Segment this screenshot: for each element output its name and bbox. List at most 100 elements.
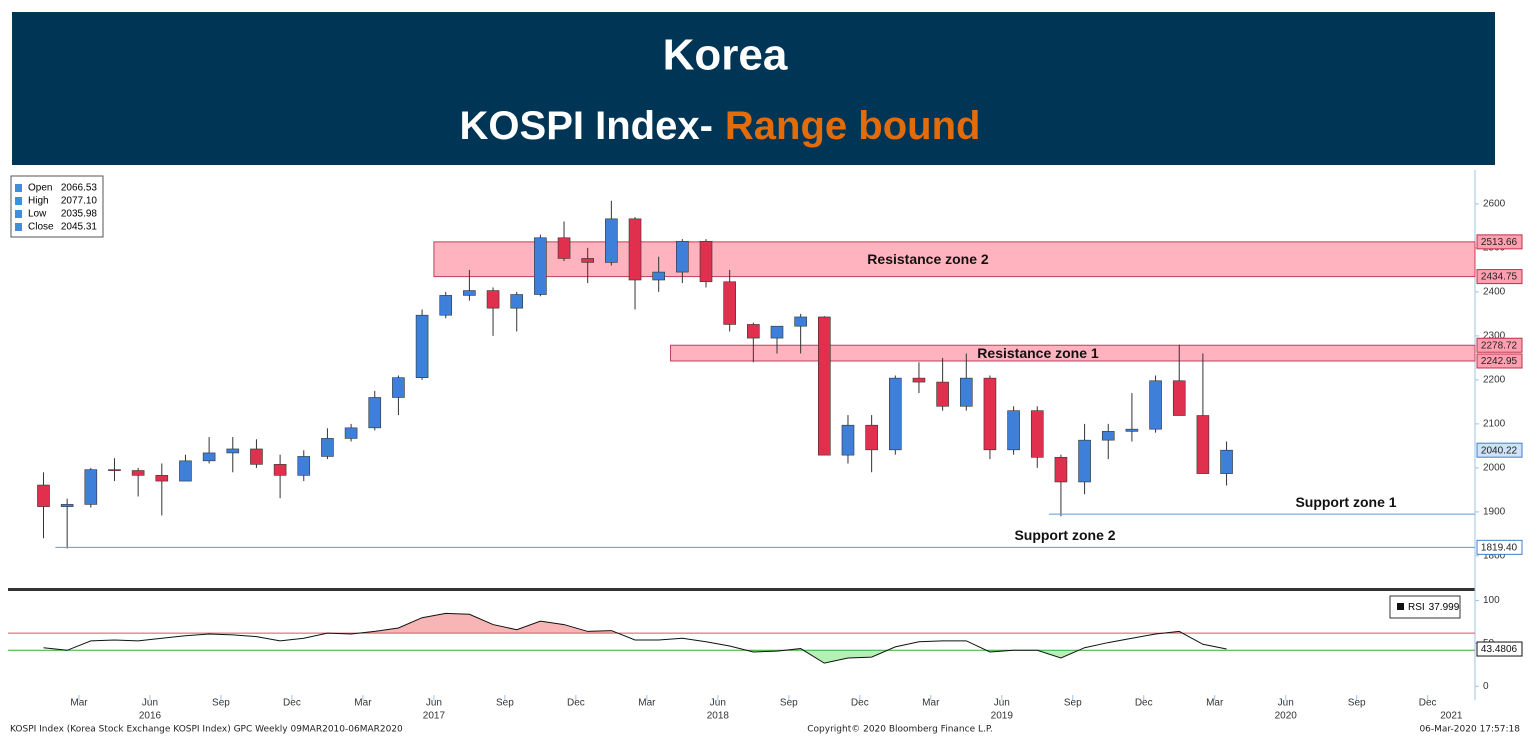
y-tick-label: 2300 [1483,331,1506,342]
y-tick-label: 2200 [1483,375,1506,386]
candle-body [344,427,358,439]
x-tick-label: Jun [994,698,1010,709]
year-label: 2018 [707,711,730,722]
x-tick-label: Jun [710,698,726,709]
candle-body [202,452,216,462]
rsi-legend-box [1389,595,1461,619]
candle-body [794,316,807,327]
candle-body [770,325,784,339]
candle-body [60,504,74,507]
band-label: Resistance zone 1 [977,345,1099,361]
legend-label: Low [28,209,47,220]
x-tick-label: Mar [1206,698,1224,709]
candle-body [983,377,997,451]
x-tick-label: Dec [1419,698,1437,709]
x-tick-label: Sep [496,698,514,709]
candle-body [439,295,453,316]
price-tag [1476,442,1523,458]
candle-body [131,470,145,476]
price-tag-label: 43.4806 [1481,644,1518,655]
panel-divider [8,588,1475,591]
year-label: 2020 [1275,711,1298,722]
band-label: Resistance zone 2 [867,251,989,267]
rsi-overbought-fill [358,613,1183,634]
candle-body [581,258,595,263]
candle-body [676,240,689,273]
y-tick-label: 0 [1483,681,1489,692]
resistance-band [670,344,1476,362]
candle-body [1125,428,1139,432]
candle-body [959,377,973,407]
candle-body [1172,380,1186,416]
legend-swatch [15,223,22,231]
legend-label: Close [28,222,54,233]
support-label: Support zone 1 [1295,494,1396,510]
legend-value: 2045.31 [61,222,98,233]
legend-swatch [15,184,22,192]
year-label: 2019 [991,711,1014,722]
legend-swatch [15,210,22,218]
rsi-legend-label: RSI [1408,602,1425,613]
candle-body [155,475,169,482]
candle-body [699,240,713,283]
year-label: 2016 [139,711,162,722]
x-tick-label: Dec [283,698,301,709]
x-tick-label: Jun [1278,698,1294,709]
y-tick-label: 2600 [1483,199,1506,210]
candle-body [605,218,618,263]
price-tag [1476,234,1523,250]
price-tag [1476,353,1523,369]
rsi-line [43,612,1227,664]
price-tag [1476,539,1523,555]
x-tick-label: Mar [70,698,88,709]
price-tag-label: 2513.66 [1481,237,1518,248]
x-tick-label: Sep [1348,698,1366,709]
x-tick-label: Jun [426,698,442,709]
legend-label: Open [28,183,52,194]
candle-body [534,237,547,295]
year-label: 2017 [423,711,446,722]
candle-body [368,397,382,429]
price-tag-label: 1819.40 [1481,542,1518,553]
legend-value: 2077.10 [61,196,98,207]
subtitle-main: KOSPI Index- [460,104,713,148]
price-tag-label: 2434.75 [1481,272,1518,283]
candle-body [108,469,121,471]
price-tag-label: 2278.72 [1481,340,1518,351]
candle-body [936,381,949,407]
legend-box [10,175,104,238]
candle-body [415,314,429,378]
candle-body [747,324,760,339]
y-tick-label: 1900 [1483,507,1506,518]
y-tick-label: 2000 [1483,463,1506,474]
candle-body [297,456,311,476]
header-banner [12,12,1495,165]
rsi-legend: RSI 37.999 [1408,602,1460,613]
x-tick-label: Mar [922,698,940,709]
candle-body [1196,415,1210,474]
x-tick-label: Dec [1135,698,1153,709]
candle-body [1101,431,1115,441]
candle-body [273,464,287,476]
candle-body [841,424,855,456]
candle-body [37,484,50,507]
x-tick-label: Sep [1064,698,1082,709]
x-tick-label: Sep [212,698,230,709]
x-tick-label: Sep [780,698,798,709]
legend-value: 2035.98 [61,209,98,220]
candle-body [1007,410,1020,451]
price-tag-label: 2040.22 [1481,445,1518,456]
candle-body [250,448,263,465]
y-tick-label: 1800 [1483,551,1506,562]
candle-body [723,281,736,325]
x-tick-label: Dec [567,698,585,709]
candle-body [1078,439,1091,483]
rsi-oversold-fill [43,650,1227,664]
x-tick-label: Dec [851,698,869,709]
price-tag [1476,269,1523,285]
candle-body [463,290,476,296]
legend-value: 2066.53 [61,183,98,194]
candle-body [888,377,902,451]
candle-body [818,316,831,456]
